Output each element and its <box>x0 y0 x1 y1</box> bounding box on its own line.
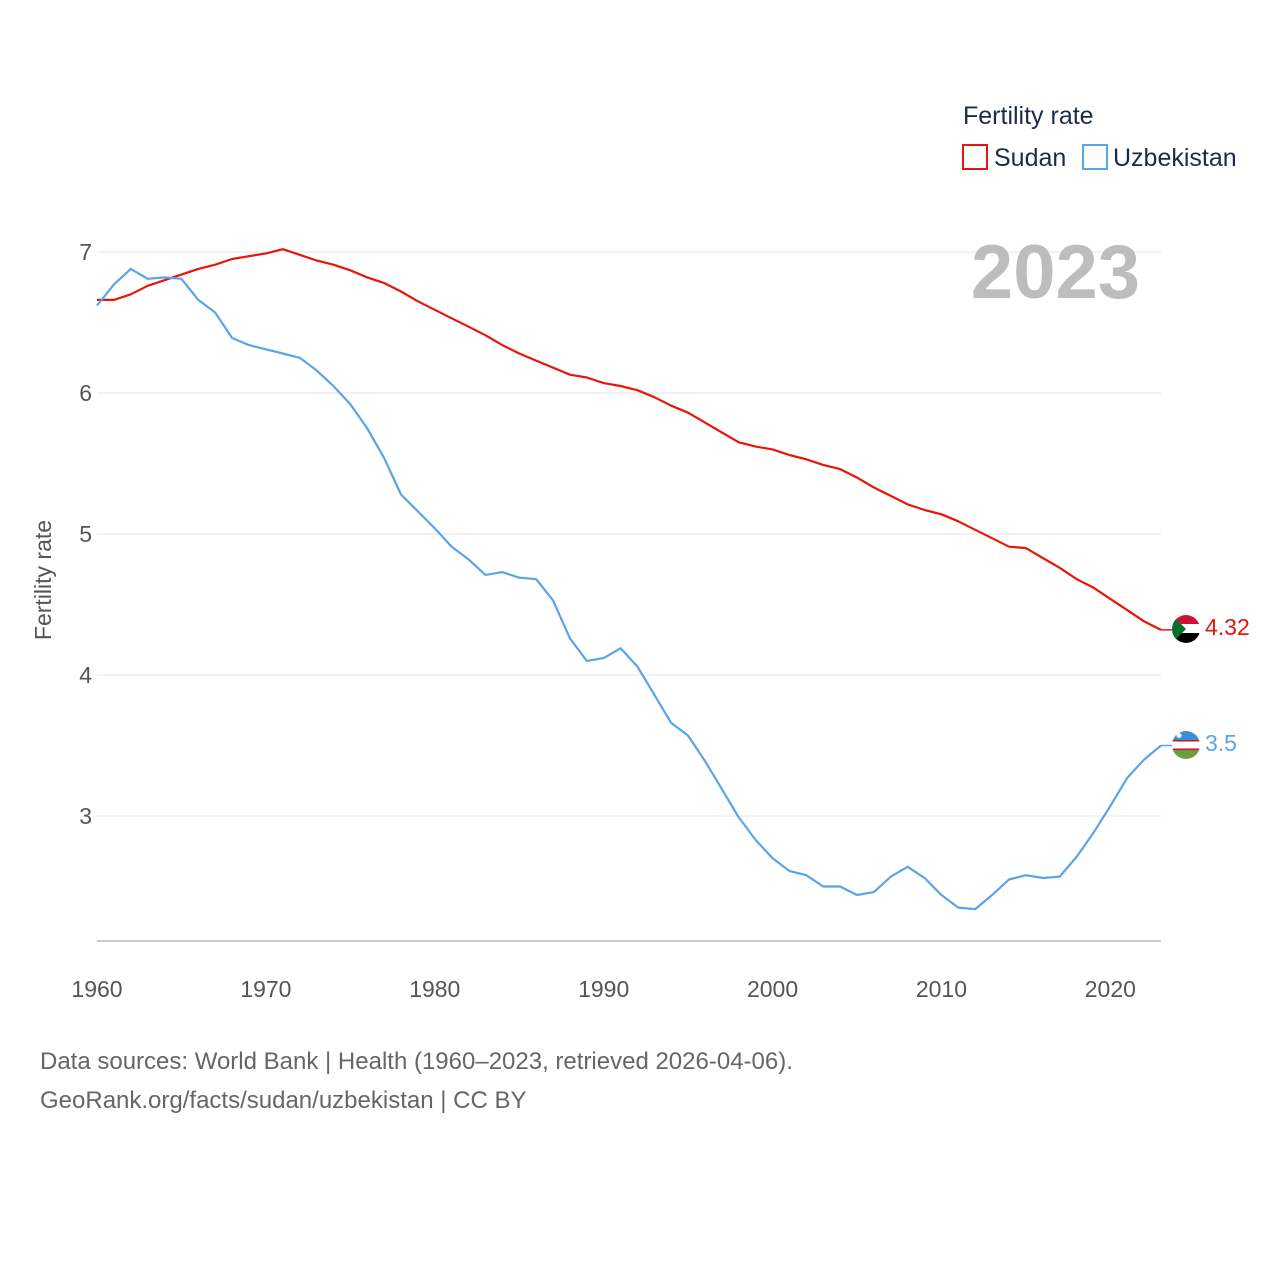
legend-title: Fertility rate <box>963 102 1094 130</box>
legend-swatch-uzbekistan <box>1082 144 1108 170</box>
x-tick-label: 1990 <box>578 976 629 1002</box>
x-tick-label: 1970 <box>240 976 291 1002</box>
legend-item-sudan[interactable]: Sudan <box>962 144 1066 172</box>
y-tick-label: 4 <box>79 662 92 688</box>
uzbekistan-flag-icon <box>1172 731 1200 759</box>
source-link[interactable]: GeoRank.org/facts/sudan/uzbekistan | CC … <box>40 1087 527 1114</box>
y-tick-label: 7 <box>79 239 92 265</box>
legend-label-sudan: Sudan <box>994 144 1066 172</box>
series-lines <box>96 248 1172 911</box>
x-tick-label: 2000 <box>747 976 798 1002</box>
x-tick-label: 2020 <box>1085 976 1136 1002</box>
series-line-uzbekistan <box>96 267 1162 911</box>
grid <box>97 251 1161 817</box>
y-tick-label: 3 <box>79 803 92 829</box>
legend-item-uzbekistan[interactable]: Uzbekistan <box>1082 144 1237 172</box>
year-label: 2023 <box>971 230 1140 315</box>
x-tick-label: 2010 <box>916 976 967 1002</box>
y-tick-label: 6 <box>79 380 92 406</box>
uzbekistan-end-value: 3.5 <box>1205 730 1237 756</box>
legend-swatch-sudan <box>962 144 988 170</box>
sudan-flag-icon <box>1172 615 1200 643</box>
series-line-sudan <box>97 248 1162 631</box>
y-tick-label: 5 <box>79 521 92 547</box>
footer: Data sources: World Bank | Health (1960–… <box>40 1042 793 1120</box>
sudan-end-value: 4.32 <box>1205 614 1250 640</box>
y-axis-ticks: 3 4 5 6 7 <box>79 239 92 829</box>
data-source-note: Data sources: World Bank | Health (1960–… <box>40 1048 793 1075</box>
y-axis-title: Fertility rate <box>30 520 56 640</box>
x-tick-label: 1960 <box>71 976 122 1002</box>
legend-label-uzbekistan: Uzbekistan <box>1113 144 1237 172</box>
legend: Fertility rate Sudan Uzbekistan <box>962 102 1237 172</box>
x-tick-label: 1980 <box>409 976 460 1002</box>
x-axis-ticks: 1960 1970 1980 1990 2000 2010 2020 <box>71 976 1136 1002</box>
